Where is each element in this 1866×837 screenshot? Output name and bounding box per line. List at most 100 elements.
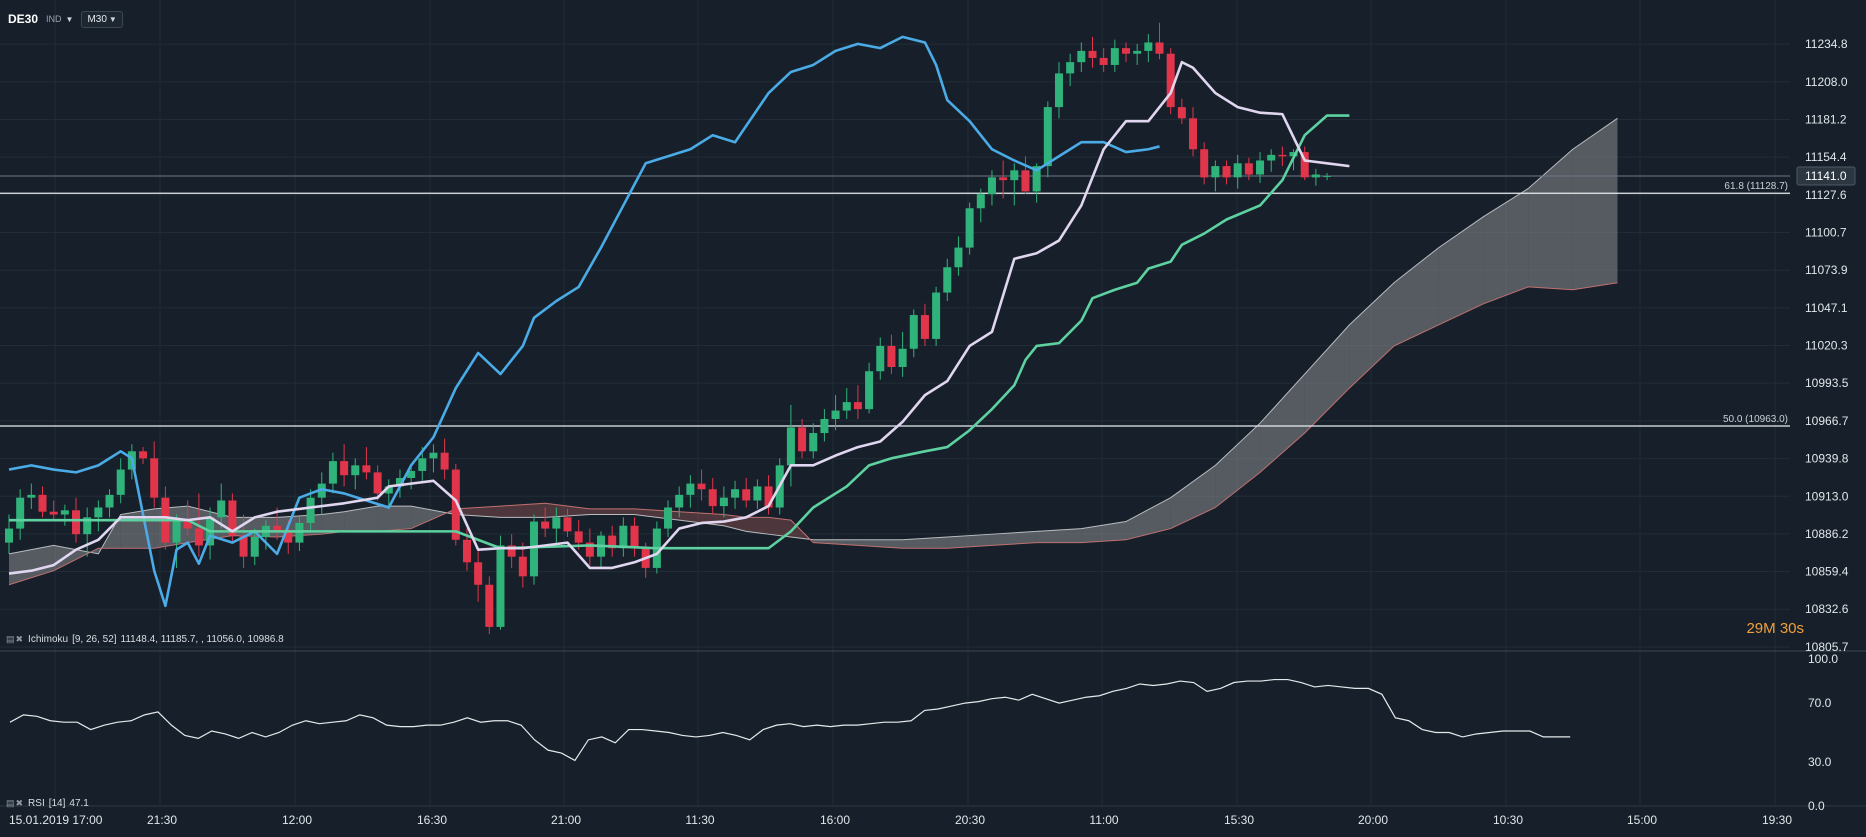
candle [16,489,25,540]
candle [630,517,639,557]
candle-body [362,465,371,473]
countdown-minutes: 29 [1746,620,1764,637]
candle-body [94,507,103,518]
candle-body [451,469,460,540]
candle-body [384,486,393,494]
candle-body [429,452,438,459]
candle [708,477,717,515]
candle-body [898,348,907,368]
candle [217,483,226,529]
candle-body [139,451,148,459]
candle-body [351,465,360,476]
time-tick-label: 11:00 [1089,813,1118,827]
rsi-tick-label: 30.0 [1808,755,1832,769]
indicator-settings-icon[interactable]: ▤✖ [6,798,25,808]
candle [362,447,371,480]
chevron-down-icon: ▼ [108,14,117,24]
rsi-label: RSI [28,798,45,809]
candle [150,441,159,508]
candle-body [1244,163,1253,175]
candle [1189,107,1198,157]
instrument-type-selector[interactable]: IND ▼ [46,14,73,24]
candle [764,475,773,515]
candle [60,504,69,526]
candle [250,528,259,566]
cloud-segment [120,508,155,549]
candle-body [418,458,427,471]
candle [1278,146,1287,167]
candle [228,493,237,543]
cloud-segment [500,503,546,518]
candle-body [541,521,550,529]
timeframe-label: M30 [87,13,107,25]
time-tick-label: 16:30 [417,813,447,827]
candle-body [60,510,69,515]
cloud-segment [746,517,769,535]
rsi-tick-label: 70.0 [1808,696,1832,710]
candle-body [965,208,974,248]
candle [395,469,404,498]
candle-body [619,525,628,549]
candle-body [1088,50,1097,58]
cloud-segment [813,539,858,546]
candle-countdown: 29M 30s [1746,620,1804,637]
candle [94,500,103,532]
indicator-settings-icon[interactable]: ▤✖ [6,634,25,644]
candle-body [1155,42,1164,54]
time-tick-label: 11:30 [685,813,714,827]
candle-body [72,510,81,535]
time-tick-label: 16:00 [820,813,850,827]
candle [1021,156,1030,195]
candle [876,337,885,380]
time-tick-label: 15:00 [1627,813,1657,827]
candles [5,22,1332,634]
candle [932,286,941,346]
candle-body [1189,118,1198,150]
candle-body [585,542,594,557]
candle [384,479,393,507]
time-tick-label: 10:30 [1493,813,1523,827]
candle-body [462,539,471,563]
candle [317,472,326,515]
candle [1267,149,1276,172]
chart-toolbar: DE30 IND ▼ M30 ▼ [8,8,123,30]
candle-body [474,562,483,585]
candle [429,444,438,473]
candle-body [764,486,773,508]
last-price-label: 11141.0 [1805,169,1847,183]
candle [328,452,337,494]
candle-body [1032,166,1041,192]
candle [664,500,673,537]
price-tick-label: 10859.4 [1805,565,1849,579]
cloud-segment [1215,423,1261,508]
candle [105,489,114,518]
cloud-segment [321,511,345,535]
candle [1256,152,1265,183]
candle-body [987,177,996,195]
candle-body [1211,166,1220,178]
candle-body [529,521,538,577]
candle-body [1200,149,1209,178]
symbol-label[interactable]: DE30 [8,12,39,26]
timeframe-selector[interactable]: M30 ▼ [81,10,123,28]
candle-body [16,497,25,529]
candle-body [1300,152,1309,178]
candle-body [976,194,985,209]
cloud-segment [1438,216,1484,325]
candle-body [340,461,349,476]
candle-body [574,531,583,543]
time-tick-label: 20:30 [955,813,985,827]
candle-body [496,545,505,627]
price-tick-label: 11047.1 [1805,301,1848,315]
candle-body [1323,175,1332,177]
cloud-segment [1394,247,1439,346]
candle-body [217,500,226,518]
cloud-segment [991,531,1037,546]
tenkan-sen-line [9,114,1350,550]
candle [999,160,1008,199]
candle-body [485,584,494,627]
candle-body [552,517,561,529]
candle-body [116,469,125,495]
candle-body [731,489,740,498]
